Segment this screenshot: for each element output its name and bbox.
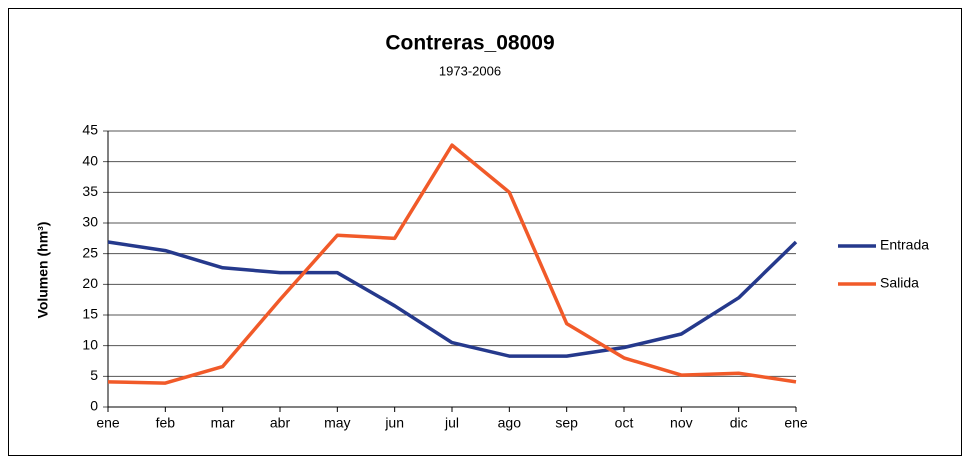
x-tick-label: jun	[384, 415, 404, 431]
x-tick-label: jul	[444, 415, 459, 431]
y-tick-label: 20	[82, 275, 98, 291]
series-line	[107, 143, 797, 385]
x-tick-label: ene	[784, 415, 808, 431]
series-line	[107, 240, 798, 358]
y-tick-label: 40	[82, 152, 98, 168]
y-tick-label: 10	[82, 336, 98, 352]
x-tick-label: mar	[211, 415, 235, 431]
x-tick-label: ene	[96, 415, 120, 431]
y-tick-label: 45	[82, 122, 98, 138]
y-tick-label: 25	[82, 244, 98, 260]
x-tick-label: feb	[156, 415, 176, 431]
x-tick-label: may	[324, 415, 350, 431]
chart-title: Contreras_08009	[385, 32, 554, 55]
y-tick-label: 5	[90, 367, 98, 383]
x-tick-label: dic	[730, 415, 748, 431]
chart-subtitle: 1973-2006	[439, 63, 501, 78]
y-tick-label: 15	[82, 306, 98, 322]
legend-label: Salida	[880, 275, 919, 291]
y-tick-label: 30	[82, 214, 98, 230]
legend-label: Entrada	[880, 237, 929, 253]
x-tick-label: sep	[555, 415, 578, 431]
x-tick-label: ago	[498, 415, 522, 431]
y-tick-label: 35	[82, 183, 98, 199]
y-tick-label: 0	[90, 398, 98, 414]
y-axis-label: Volumen (hm³)	[35, 222, 51, 319]
x-tick-label: oct	[615, 415, 634, 431]
x-tick-label: nov	[670, 415, 693, 431]
x-tick-label: abr	[270, 415, 291, 431]
